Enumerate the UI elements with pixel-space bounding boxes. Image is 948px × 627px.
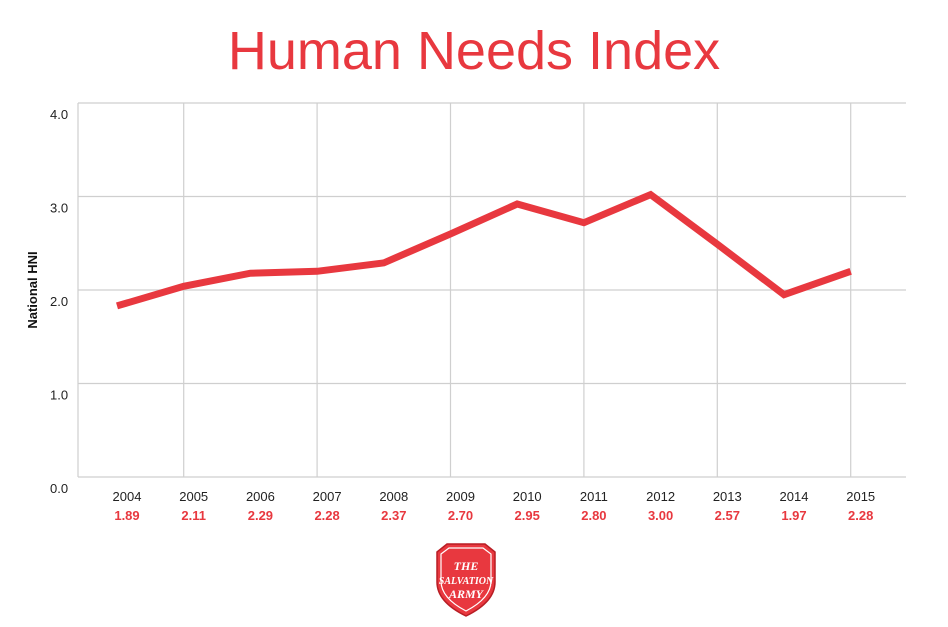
x-tick-label: 2012 [646,489,675,504]
data-value-label: 1.89 [114,508,139,523]
y-tick-label: 3.0 [50,201,68,216]
data-value-label: 2.11 [181,508,206,523]
grid-lines [77,102,906,478]
x-tick-label: 2006 [246,489,275,504]
data-value-label: 1.97 [781,508,806,523]
logo-line-2: SALVATION [439,576,494,587]
series-polyline [116,190,852,310]
x-tick-label: 2015 [846,489,875,504]
series-line [116,190,852,310]
x-tick-label: 2005 [179,489,208,504]
x-tick-label: 2014 [780,489,809,504]
x-tick-label: 2008 [379,489,408,504]
x-tick-label: 2010 [513,489,542,504]
x-tick-label: 2009 [446,489,475,504]
y-tick-label: 0.0 [50,481,68,496]
y-tick-label: 1.0 [50,388,68,403]
data-value-label: 3.00 [648,508,673,523]
logo-line-1: THE [454,559,479,573]
x-tick-label: 2004 [113,489,142,504]
logo-line-3: ARMY [448,587,485,601]
value-labels: 1.89 2.11 2.29 2.28 2.37 2.70 2.95 2.80 3.00 2.57… [114,508,873,523]
salvation-army-shield-icon: THE SALVATION ARMY [436,543,496,617]
data-value-label: 2.70 [448,508,473,523]
x-tick-labels: 2004 2005 2006 2007 2008 2009 2010 2011 2012 2013… [113,489,876,504]
y-tick-labels: 0.0 1.0 2.0 3.0 4.0 [50,107,68,496]
data-value-label: 2.28 [848,508,873,523]
x-tick-label: 2013 [713,489,742,504]
x-tick-label: 2011 [580,489,608,504]
y-axis-label: National HNI [25,251,40,328]
data-value-label: 2.57 [715,508,740,523]
y-tick-label: 2.0 [50,294,68,309]
data-value-label: 2.29 [248,508,273,523]
x-tick-label: 2007 [313,489,342,504]
data-value-label: 2.95 [515,508,540,523]
data-value-label: 2.80 [581,508,606,523]
data-value-label: 2.37 [381,508,406,523]
chart-title: Human Needs Index [227,21,721,81]
y-tick-label: 4.0 [50,107,68,122]
data-value-label: 2.28 [314,508,339,523]
